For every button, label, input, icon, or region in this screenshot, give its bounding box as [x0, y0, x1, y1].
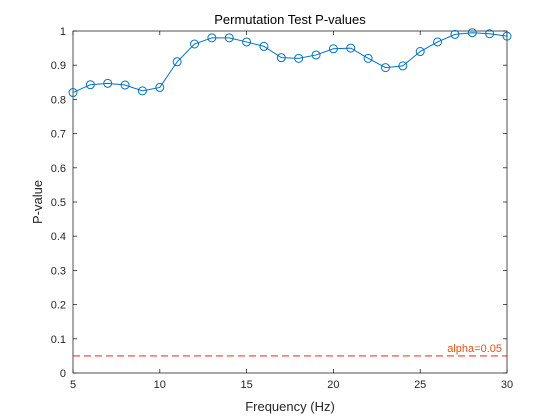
- series-line: [72, 32, 508, 94]
- data-point: [311, 50, 321, 60]
- data-point: [450, 29, 460, 39]
- data-point: [242, 37, 252, 47]
- data-point: [85, 80, 95, 90]
- y-tick-label: 0: [60, 368, 66, 380]
- y-tick-label: 0.7: [51, 129, 66, 141]
- y-axis-title: P-value: [30, 180, 45, 224]
- data-point: [398, 61, 408, 71]
- data-point: [380, 63, 390, 73]
- data-point: [224, 33, 234, 43]
- data-point: [415, 47, 425, 57]
- data-point: [276, 53, 286, 63]
- x-axis-title: Frequency (Hz): [245, 399, 335, 414]
- y-tick-label: 0.8: [51, 94, 66, 106]
- alpha-threshold-label: alpha=0.05: [447, 343, 502, 355]
- data-point: [207, 33, 217, 43]
- y-tick-label: 0.5: [51, 197, 66, 209]
- data-point: [433, 37, 443, 47]
- data-point: [172, 57, 182, 67]
- x-tick-label: 10: [154, 379, 166, 391]
- data-point: [363, 53, 373, 63]
- data-point: [103, 78, 113, 88]
- data-point: [68, 88, 78, 98]
- y-tick-label: 0.1: [51, 334, 66, 346]
- x-tick-label: 15: [240, 379, 252, 391]
- data-point: [120, 80, 130, 90]
- y-tick-label: 0.3: [51, 265, 66, 277]
- y-tick-label: 0.2: [51, 300, 66, 312]
- y-tick-label: 0.4: [51, 231, 66, 243]
- data-point: [467, 28, 477, 38]
- data-point: [328, 44, 338, 54]
- x-tick-label: 30: [501, 379, 513, 391]
- y-tick-label: 0.6: [51, 163, 66, 175]
- data-point: [502, 31, 512, 41]
- x-tick-label: 20: [327, 379, 339, 391]
- data-point: [485, 29, 495, 39]
- data-point: [190, 39, 200, 49]
- y-tick-label: 0.9: [51, 60, 66, 72]
- data-point: [346, 43, 356, 53]
- data-point: [155, 82, 165, 92]
- data-point: [294, 53, 304, 63]
- y-tick-label: 1: [60, 26, 66, 38]
- chart-title: Permutation Test P-values: [214, 12, 366, 27]
- data-point: [259, 41, 269, 51]
- x-tick-label: 5: [70, 379, 76, 391]
- x-tick-label: 25: [414, 379, 426, 391]
- plot-area: 5 10 15 20 25 30 0 0.1 0.2 0.3 0.4 0.5 0.6 0.7 0.8 0.9 1…: [51, 26, 513, 391]
- data-point: [137, 86, 147, 96]
